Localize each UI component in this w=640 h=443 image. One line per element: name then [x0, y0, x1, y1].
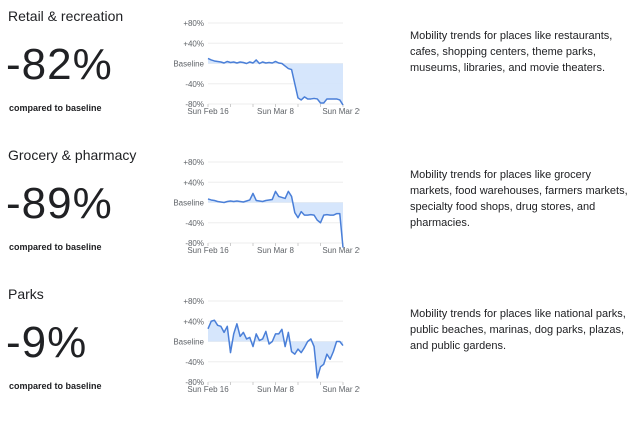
x-tick-label: Sun Feb 16 — [187, 107, 229, 116]
compared-to-baseline-label: compared to baseline — [9, 381, 102, 391]
y-tick-label: +40% — [183, 39, 204, 48]
percent-change: -82% — [6, 40, 113, 89]
y-tick-label: +80% — [183, 297, 204, 306]
compared-to-baseline-label: compared to baseline — [9, 103, 102, 113]
baseline-difference-area — [208, 191, 343, 248]
compared-to-baseline-label: compared to baseline — [9, 242, 102, 252]
y-tick-label: +40% — [183, 178, 204, 187]
category-section: Grocery & pharmacy -89% compared to base… — [0, 139, 640, 278]
x-tick-label: Sun Feb 16 — [187, 246, 229, 255]
category-title: Retail & recreation — [8, 8, 124, 24]
category-section: Retail & recreation -82% compared to bas… — [0, 0, 640, 139]
mobility-chart: +80% +40% Baseline -40% -80%Sun Feb 16 Sun Ma… — [173, 19, 360, 116]
y-tick-label: +80% — [183, 19, 204, 28]
x-tick-label: Sun Feb 16 — [187, 385, 229, 394]
x-tick-label: Sun Mar 29 — [322, 107, 360, 116]
x-tick-label: Sun Mar 8 — [257, 246, 294, 255]
y-tick-label: -40% — [185, 358, 204, 367]
x-tick-label: Sun Mar 8 — [257, 385, 294, 394]
category-title: Grocery & pharmacy — [8, 147, 137, 163]
y-tick-label: +80% — [183, 158, 204, 167]
y-tick-label: Baseline — [173, 199, 204, 208]
percent-change: -9% — [6, 318, 88, 367]
y-tick-label: -80% — [185, 378, 204, 387]
category-description: Mobility trends for places like restaura… — [410, 30, 613, 74]
y-tick-label: -80% — [185, 100, 204, 109]
y-tick-label: -40% — [185, 219, 204, 228]
percent-change: -89% — [6, 179, 113, 228]
category-description: Mobility trends for places like national… — [410, 308, 626, 352]
x-tick-label: Sun Mar 29 — [322, 246, 360, 255]
y-tick-label: -80% — [185, 239, 204, 248]
category-description: Mobility trends for places like grocery … — [410, 169, 628, 229]
category-section: Parks -9% compared to baseline +80% +40% B… — [0, 278, 640, 417]
mobility-chart: +80% +40% Baseline -40% -80%Sun Feb 16 Sun Ma… — [173, 158, 360, 255]
x-tick-label: Sun Mar 8 — [257, 107, 294, 116]
baseline-difference-area — [208, 58, 343, 106]
y-tick-label: Baseline — [173, 60, 204, 69]
y-tick-label: -40% — [185, 80, 204, 89]
x-tick-label: Sun Mar 29 — [322, 385, 360, 394]
y-tick-label: +40% — [183, 317, 204, 326]
mobility-chart: +80% +40% Baseline -40% -80%Sun Feb 16 Sun Ma… — [173, 297, 360, 394]
category-title: Parks — [8, 286, 44, 302]
y-tick-label: Baseline — [173, 338, 204, 347]
